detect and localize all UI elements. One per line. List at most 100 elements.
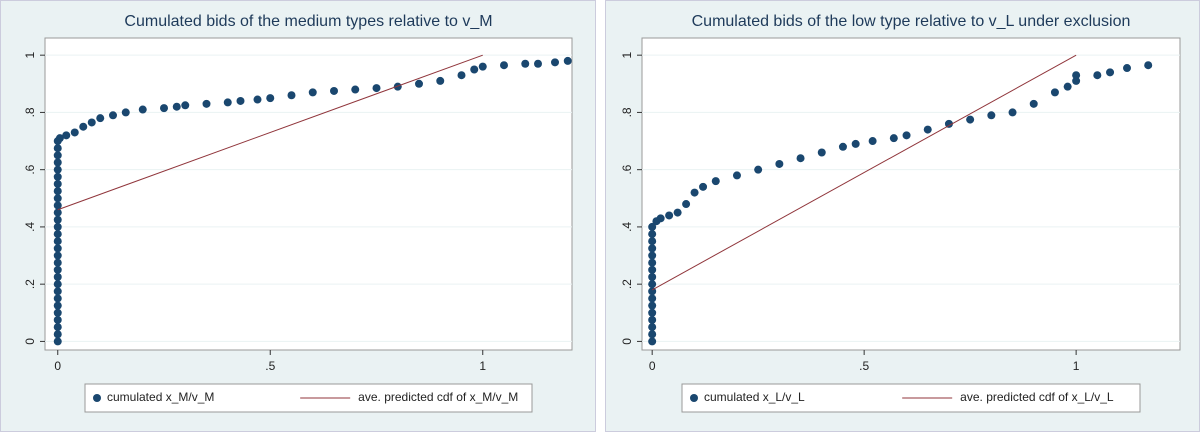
point (436, 76, 445, 85)
point (330, 86, 338, 95)
point (711, 177, 720, 186)
point (53, 273, 62, 282)
point (648, 258, 657, 267)
point (521, 59, 530, 68)
point (53, 265, 62, 274)
point (53, 301, 62, 310)
y-tick-label: 0 (620, 338, 634, 345)
point (648, 323, 657, 332)
point (563, 56, 572, 65)
point (732, 171, 741, 180)
legend-label: ave. predicted cdf of x_M/v_M (358, 390, 518, 404)
point (500, 61, 508, 70)
point (53, 237, 62, 246)
x-tick-label: 1 (479, 359, 486, 373)
line (57, 54, 483, 211)
point (79, 122, 88, 131)
point (202, 99, 211, 108)
point (53, 222, 62, 231)
point (415, 79, 423, 88)
point (308, 88, 317, 97)
legend-label: cumulated x_L/v_L (704, 390, 805, 404)
legend-swatch (93, 394, 101, 402)
point (817, 148, 826, 157)
point (236, 96, 245, 105)
x-tick-label: .5 (859, 359, 869, 373)
plot-area (44, 37, 573, 351)
point (53, 208, 62, 217)
point (699, 182, 708, 191)
point (551, 58, 559, 67)
point (53, 194, 62, 203)
point (70, 128, 79, 137)
point (53, 244, 62, 253)
x-tick-label: 0 (649, 359, 656, 373)
chart-title: Cumulated bids of the low type relative … (692, 13, 1131, 30)
point (53, 323, 62, 332)
point (53, 179, 62, 188)
point (393, 82, 402, 91)
point (796, 154, 805, 163)
point (754, 165, 763, 174)
y-tick-label: .2 (620, 279, 634, 289)
chart-title: Cumulated bids of the medium types relat… (124, 13, 492, 30)
legend-label: cumulated x_M/v_M (107, 390, 214, 404)
point (121, 108, 130, 117)
point (96, 114, 105, 123)
point (648, 273, 657, 282)
point (53, 330, 62, 339)
point (253, 95, 262, 104)
point (868, 137, 877, 146)
point (470, 65, 479, 74)
point (53, 230, 62, 239)
y-tick-label: .4 (620, 222, 634, 232)
point (53, 165, 62, 174)
point (1029, 99, 1038, 108)
y-tick-label: .8 (23, 107, 37, 117)
point (944, 119, 953, 128)
point (53, 251, 62, 260)
point (53, 287, 62, 296)
point (648, 337, 657, 346)
point (648, 230, 657, 239)
point (53, 144, 62, 153)
point (775, 159, 784, 168)
point (648, 294, 657, 303)
panel: Cumulated bids of the low type relative … (605, 0, 1200, 432)
point (53, 215, 62, 224)
point (1093, 71, 1102, 80)
point (53, 151, 62, 160)
point (372, 84, 381, 93)
x-tick-label: .5 (265, 359, 275, 373)
point (648, 301, 657, 310)
point (648, 237, 657, 246)
point (160, 104, 168, 113)
line (651, 54, 1077, 291)
point (648, 265, 657, 274)
y-tick-label: 1 (620, 52, 634, 59)
y-tick-label: 0 (23, 338, 37, 345)
point (53, 258, 62, 267)
point (1072, 71, 1081, 80)
legend-swatch (690, 394, 698, 402)
point (55, 134, 64, 143)
point (648, 308, 657, 317)
legend-label: ave. predicted cdf of x_L/v_L (960, 390, 1114, 404)
plot-area (641, 37, 1181, 351)
point (1072, 76, 1081, 85)
point (1123, 64, 1132, 73)
point (87, 118, 96, 127)
y-tick-label: .4 (23, 222, 37, 232)
point (838, 142, 847, 151)
point (656, 214, 665, 223)
point (889, 134, 898, 143)
point (648, 244, 657, 253)
x-tick-label: 1 (1073, 359, 1080, 373)
panel: Cumulated bids of the medium types relat… (0, 0, 596, 432)
point (648, 315, 657, 324)
y-tick-label: .6 (23, 164, 37, 174)
point (682, 200, 691, 209)
y-tick-label: .2 (23, 279, 37, 289)
point (181, 101, 190, 110)
